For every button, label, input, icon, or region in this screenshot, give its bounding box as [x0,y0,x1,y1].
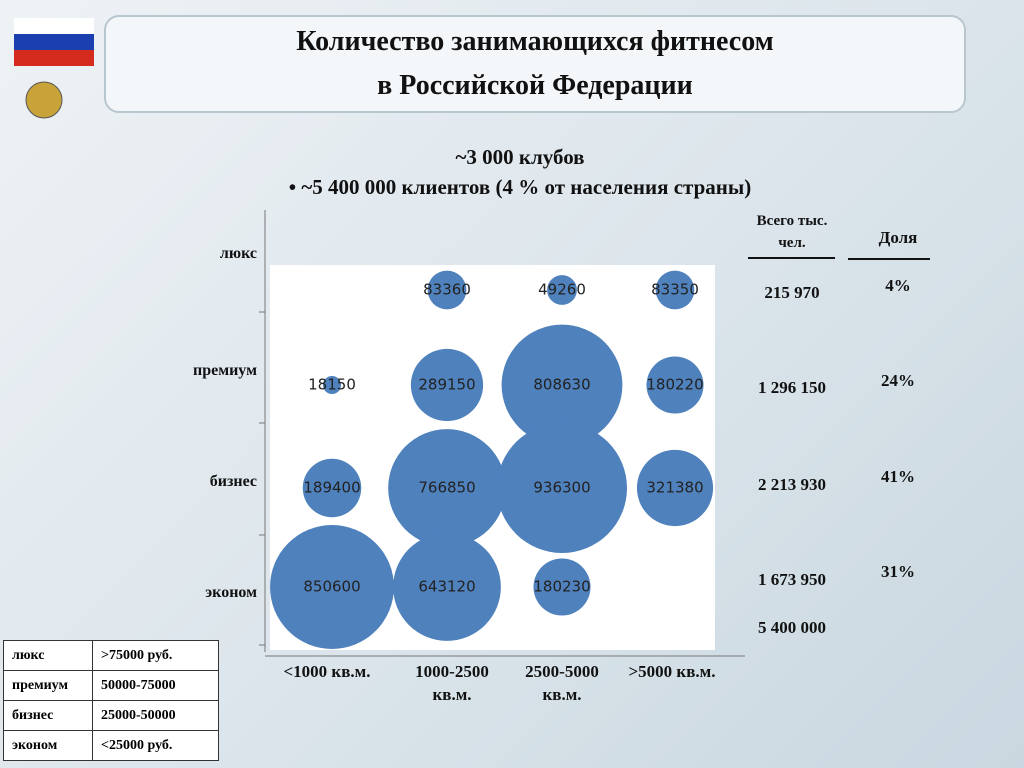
total-value: 1 673 950 [758,570,826,589]
bubble [501,324,623,446]
flag-blue [14,34,94,50]
legend-cell: бизнес [3,700,93,731]
bubble [427,270,467,310]
bubble-label: 766850 [418,479,475,497]
legend-cell: премиум [3,670,93,701]
bubble-label: 18150 [308,376,356,394]
bubble-label: 189400 [303,479,360,497]
legend-row: эконом <25000 руб. [3,730,219,761]
x-tick-label: 2500-5000 кв.м. [525,662,599,704]
y-tick-label: люкс [219,245,257,262]
legend-table: люкс >75000 руб. премиум 50000-75000 бизнес 2… [3,640,219,761]
legend-cell: <25000 руб. [92,730,219,761]
totals-header: Всего тыс. чел. [756,213,828,251]
bubble [322,375,342,395]
y-tick-label: эконом [205,584,257,601]
share-value: 41% [881,467,915,486]
legend-cell: люкс [3,640,93,671]
subtitle: ~3 000 клубов [455,145,585,169]
grand-total: 5 400 000 [758,618,826,637]
total-value: 2 213 930 [758,475,826,494]
bubble-label: 180220 [646,376,703,394]
title-box [104,15,966,113]
bubble-label: 83360 [423,281,471,299]
bubble-label: 289150 [418,376,475,394]
bubble-label: 850600 [303,578,360,596]
flag-white [14,18,94,34]
title: в Российской Федерации [377,70,693,101]
subtitle: • ~5 400 000 клиентов (4 % от населения … [288,175,752,199]
x-tick-label: >5000 кв.м. [628,662,716,681]
bubble [533,558,591,616]
legend-row: люкс >75000 руб. [3,640,219,671]
bubble [497,423,627,553]
share-value: 24% [881,371,915,390]
legend-cell: 25000-50000 [92,700,219,731]
legend-row: бизнес 25000-50000 [3,700,219,731]
bubble [393,533,501,641]
bubble [410,348,484,422]
bubble-label: 643120 [418,578,475,596]
bubble [547,275,577,305]
x-tick-label: <1000 кв.м. [283,662,371,681]
total-value: 1 296 150 [758,378,826,397]
title: Количество занимающихся фитнесом [296,26,774,57]
legend-row: премиум 50000-75000 [3,670,219,701]
bubble [388,429,506,547]
y-tick-label: бизнес [209,473,257,490]
y-tick-label: премиум [192,362,257,379]
bubble-label: 808630 [533,376,590,394]
bubble [302,458,362,518]
legend-cell: >75000 руб. [92,640,219,671]
legend-cell: 50000-75000 [92,670,219,701]
bubble [636,449,714,527]
bubble-label: 83350 [651,281,699,299]
bubble [270,525,394,649]
share-value: 31% [881,562,915,581]
bubble [646,356,704,414]
bubble-label: 936300 [533,479,590,497]
bubble [655,270,695,310]
share-value: 4% [885,276,911,295]
bubble-label: 180230 [533,578,590,596]
emblem [25,81,63,119]
x-tick-label: 1000-2500 кв.м. [415,662,489,704]
total-value: 215 970 [764,283,820,302]
legend-cell: эконом [3,730,93,761]
bubble-label: 49260 [538,281,586,299]
flag-red [14,50,94,66]
share-header: Доля [878,228,918,247]
bubble-label: 321380 [646,479,703,497]
